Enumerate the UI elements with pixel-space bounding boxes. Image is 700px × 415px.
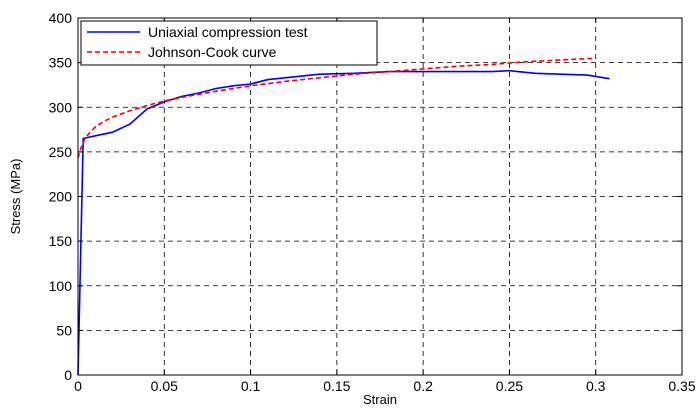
y-tick-label: 200 xyxy=(49,189,73,205)
y-tick-label: 50 xyxy=(56,322,72,338)
x-tick-label: 0.05 xyxy=(151,378,178,394)
x-tick-label: 0.1 xyxy=(241,378,261,394)
y-tick-label: 350 xyxy=(49,55,73,71)
x-tick-label: 0 xyxy=(74,378,82,394)
x-tick-label: 0.25 xyxy=(496,378,523,394)
x-tick-label: 0.3 xyxy=(586,378,606,394)
series-lines xyxy=(77,57,610,376)
legend-label-uniaxial: Uniaxial compression test xyxy=(148,24,308,40)
y-tick-label: 400 xyxy=(49,10,73,26)
y-axis-label: Stress (MPa) xyxy=(8,159,23,235)
series-uniaxial-compression-line xyxy=(77,69,610,376)
x-axis-label: Strain xyxy=(363,392,397,407)
legend: Uniaxial compression test Johnson-Cook c… xyxy=(80,20,378,66)
y-tick-label: 300 xyxy=(49,99,73,115)
legend-box xyxy=(80,20,378,66)
y-tick-label: 150 xyxy=(49,233,73,249)
y-tick-label: 250 xyxy=(49,144,73,160)
y-tick-label: 0 xyxy=(64,367,72,383)
x-tick-label: 0.2 xyxy=(413,378,433,394)
x-tick-label: 0.35 xyxy=(668,378,695,394)
axis-ticks: 0 0.05 0.1 0.15 0.2 0.25 0.3 0.35 0 50 100 150 200 25… xyxy=(49,10,696,394)
series-johnson-cook-line xyxy=(77,57,596,159)
legend-label-johnson-cook: Johnson-Cook curve xyxy=(148,44,277,60)
x-tick-label: 0.15 xyxy=(323,378,350,394)
y-tick-label: 100 xyxy=(49,278,73,294)
